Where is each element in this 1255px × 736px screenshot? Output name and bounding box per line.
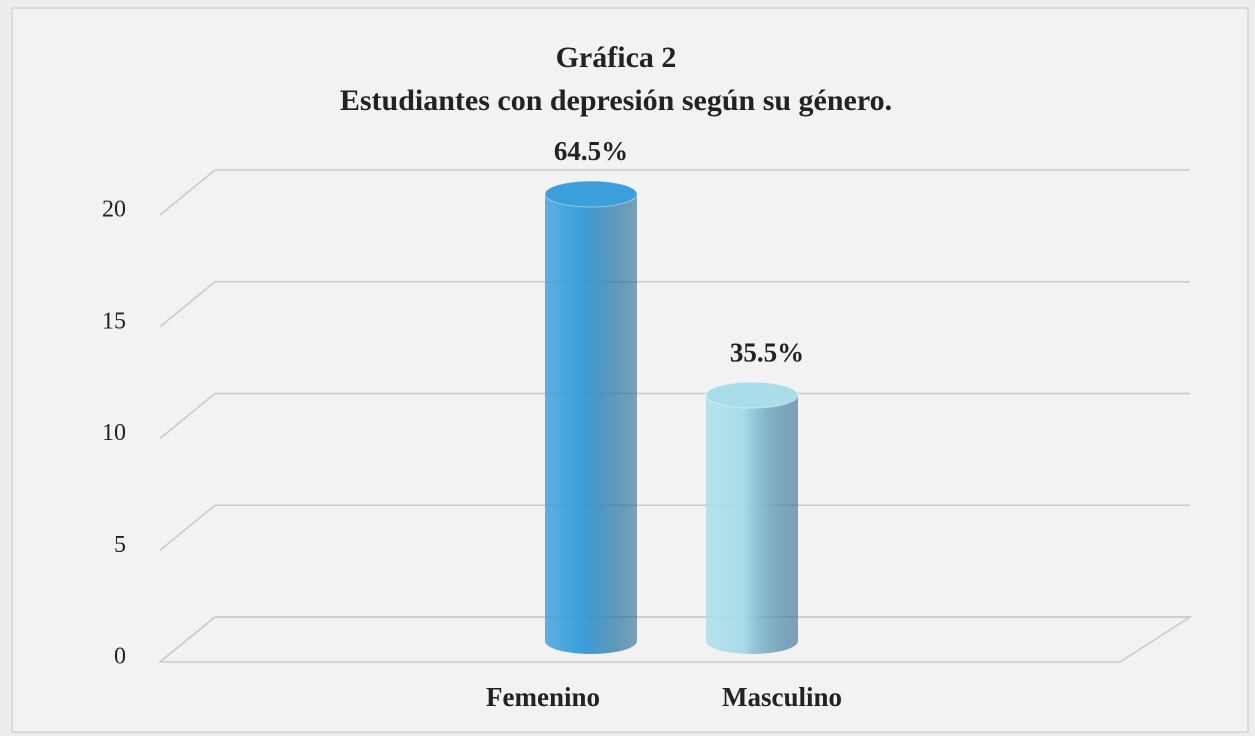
- y-tick-label: 20: [102, 197, 126, 223]
- value-label: 64.5%: [554, 136, 628, 166]
- bar-top: [544, 180, 638, 208]
- grid-line: [159, 504, 1190, 551]
- grid-line: [159, 392, 1190, 440]
- bar-top: [705, 381, 799, 409]
- grid-line: [159, 616, 1190, 663]
- grid-line: [159, 169, 1190, 216]
- x-tick-label: Masculino: [722, 682, 842, 712]
- y-tick-label: 5: [114, 532, 126, 558]
- value-label: 35.5%: [730, 337, 804, 367]
- grid-line: [159, 281, 1190, 328]
- chart-subtitle: Estudiantes con depresión según su géner…: [340, 84, 892, 117]
- y-tick-label: 10: [102, 420, 126, 446]
- x-tick-label: Femenino: [486, 682, 600, 712]
- bar: [545, 194, 637, 654]
- chart-title: Gráfica 2: [556, 41, 677, 74]
- y-tick-label: 0: [114, 644, 126, 670]
- y-tick-label: 15: [102, 308, 126, 334]
- bar: [706, 395, 798, 654]
